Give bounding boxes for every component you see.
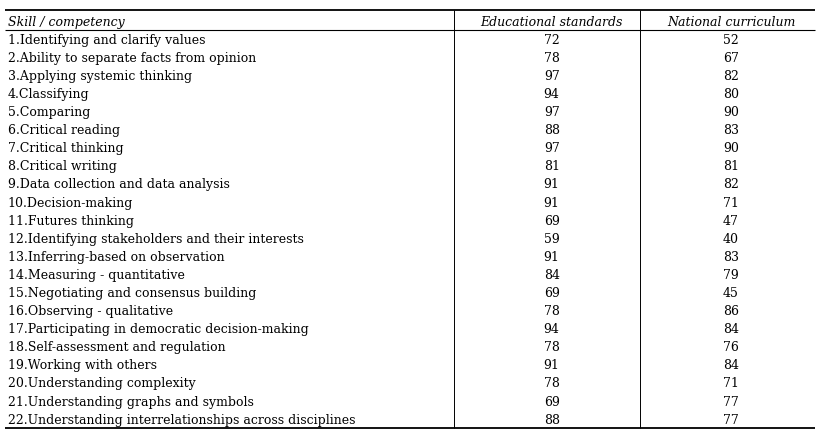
Text: Skill / competency: Skill / competency [8,15,124,29]
Text: 8.Critical writing: 8.Critical writing [8,160,117,173]
Text: 84: 84 [544,269,560,282]
Text: 90: 90 [723,142,739,155]
Text: 40: 40 [723,233,739,246]
Text: 86: 86 [723,305,739,318]
Text: 76: 76 [723,341,739,354]
Text: 3.Applying systemic thinking: 3.Applying systemic thinking [8,70,192,83]
Text: 78: 78 [544,52,560,65]
Text: 84: 84 [723,359,739,372]
Text: 4.Classifying: 4.Classifying [8,88,89,101]
Text: 91: 91 [544,251,560,264]
Text: 97: 97 [544,106,560,119]
Text: 2.Ability to separate facts from opinion: 2.Ability to separate facts from opinion [8,52,256,65]
Text: 72: 72 [544,34,560,47]
Text: 67: 67 [723,52,739,65]
Text: 94: 94 [544,323,560,336]
Text: 45: 45 [723,287,739,300]
Text: 82: 82 [723,179,739,191]
Text: 81: 81 [723,160,739,173]
Text: 91: 91 [544,197,560,209]
Text: 47: 47 [723,215,739,227]
Text: 69: 69 [544,215,560,227]
Text: 6.Critical reading: 6.Critical reading [8,124,120,137]
Text: 81: 81 [544,160,560,173]
Text: 94: 94 [544,88,560,101]
Text: 10.Decision-making: 10.Decision-making [8,197,133,209]
Text: 83: 83 [723,251,739,264]
Text: 88: 88 [544,124,560,137]
Text: 52: 52 [723,34,739,47]
Text: 88: 88 [544,414,560,427]
Text: 90: 90 [723,106,739,119]
Text: Educational standards: Educational standards [480,15,622,29]
Text: 82: 82 [723,70,739,83]
Text: 22.Understanding interrelationships across disciplines: 22.Understanding interrelationships acro… [8,414,355,427]
Text: 20.Understanding complexity: 20.Understanding complexity [8,378,196,390]
Text: 78: 78 [544,378,560,390]
Text: 91: 91 [544,359,560,372]
Text: 16.Observing - qualitative: 16.Observing - qualitative [8,305,173,318]
Text: 17.Participating in democratic decision-making: 17.Participating in democratic decision-… [8,323,308,336]
Text: 15.Negotiating and consensus building: 15.Negotiating and consensus building [8,287,256,300]
Text: 59: 59 [544,233,560,246]
Text: 69: 69 [544,396,560,408]
Text: 7.Critical thinking: 7.Critical thinking [8,142,124,155]
Text: 84: 84 [723,323,739,336]
Text: 69: 69 [544,287,560,300]
Text: 71: 71 [723,197,739,209]
Text: 78: 78 [544,305,560,318]
Text: 21.Understanding graphs and symbols: 21.Understanding graphs and symbols [8,396,254,408]
Text: 5.Comparing: 5.Comparing [8,106,90,119]
Text: National curriculum: National curriculum [667,15,795,29]
Text: 97: 97 [544,142,560,155]
Text: 19.Working with others: 19.Working with others [8,359,157,372]
Text: 78: 78 [544,341,560,354]
Text: 12.Identifying stakeholders and their interests: 12.Identifying stakeholders and their in… [8,233,303,246]
Text: 9.Data collection and data analysis: 9.Data collection and data analysis [8,179,230,191]
Text: 14.Measuring - quantitative: 14.Measuring - quantitative [8,269,185,282]
Text: 11.Futures thinking: 11.Futures thinking [8,215,134,227]
Text: 71: 71 [723,378,739,390]
Text: 1.Identifying and clarify values: 1.Identifying and clarify values [8,34,205,47]
Text: 91: 91 [544,179,560,191]
Text: 77: 77 [723,396,739,408]
Text: 79: 79 [723,269,739,282]
Text: 80: 80 [723,88,739,101]
Text: 18.Self-assessment and regulation: 18.Self-assessment and regulation [8,341,226,354]
Text: 97: 97 [544,70,560,83]
Text: 13.Inferring-based on observation: 13.Inferring-based on observation [8,251,224,264]
Text: 77: 77 [723,414,739,427]
Text: 83: 83 [723,124,739,137]
